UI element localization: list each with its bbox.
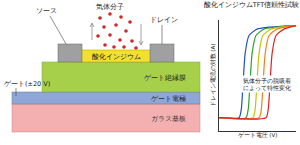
svg-text:気体分子の脱吸着によって特性変化: 気体分子の脱吸着によって特性変化	[243, 77, 291, 91]
svg-text:ソース: ソース	[36, 7, 57, 15]
svg-text:ゲート(±20 V): ゲート(±20 V)	[4, 80, 50, 88]
svg-text:ゲート絶縁膜: ゲート絶縁膜	[144, 74, 186, 82]
svg-text:ガラス基板: ガラス基板	[151, 115, 186, 123]
svg-text:ゲート電圧 (V): ゲート電圧 (V)	[238, 132, 278, 138]
svg-text:ドレイン電流の対数 (A): ドレイン電流の対数 (A)	[209, 44, 216, 108]
svg-text:酸化インジウム: 酸化インジウム	[92, 53, 141, 61]
svg-text:酸化インジウムTFT信頼性試験: 酸化インジウムTFT信頼性試験	[204, 1, 300, 9]
svg-text:ゲート電極: ゲート電極	[151, 95, 186, 103]
svg-text:気体分子: 気体分子	[96, 3, 124, 11]
svg-text:ドレイン: ドレイン	[150, 16, 178, 24]
